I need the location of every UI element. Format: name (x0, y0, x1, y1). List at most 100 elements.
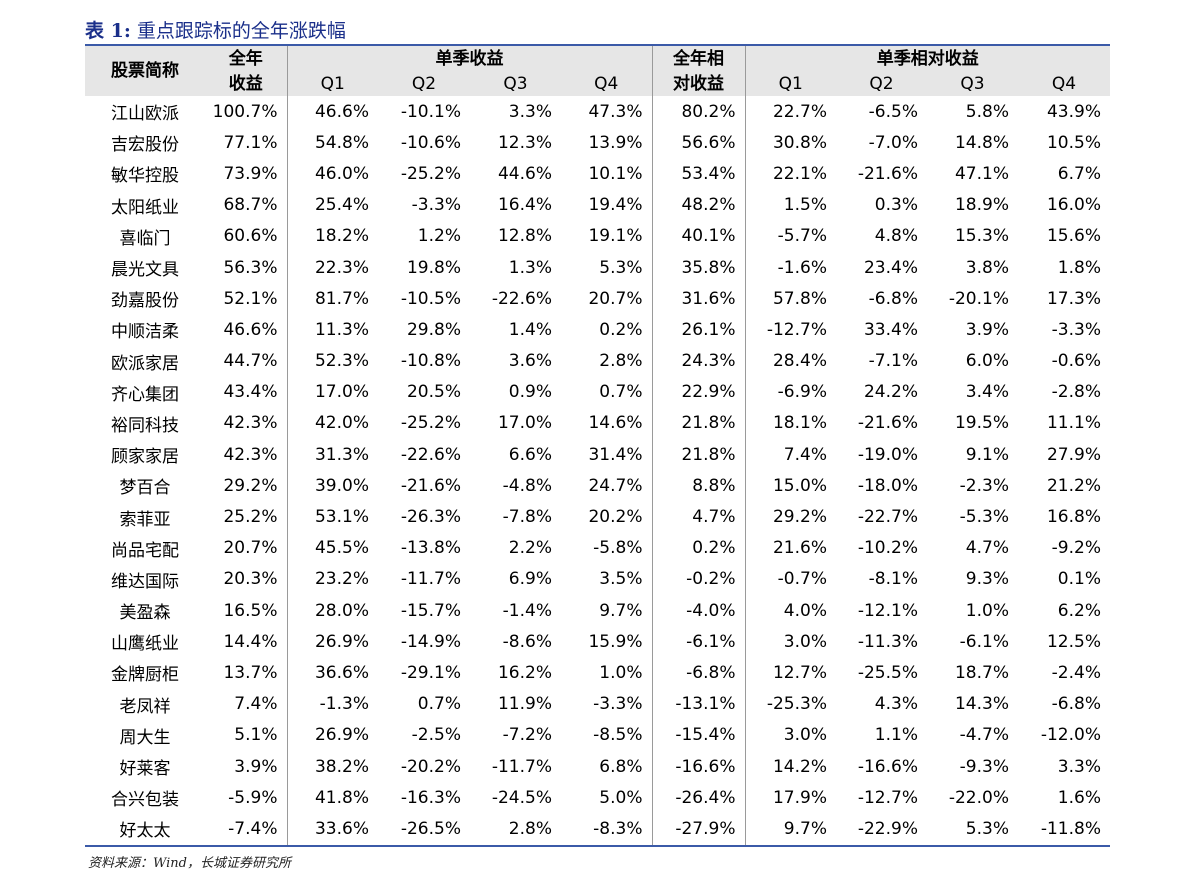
return-cell: 5.1% (205, 719, 288, 751)
return-cell: 53.1% (314, 507, 369, 528)
return-cell: -22.6% (400, 444, 461, 465)
return-cell: 36.6% (314, 662, 369, 683)
return-cell: 29.2% (772, 507, 827, 528)
return-cell: 11.3% (314, 319, 369, 340)
return-cell: 5.0% (561, 782, 653, 814)
return-cell: 42.3% (205, 407, 288, 440)
stock-name: 顾家家居 (111, 447, 179, 468)
header-cell: 收益 (205, 71, 288, 96)
return-cell: 23.2% (314, 569, 369, 590)
return-cell: -22.7% (857, 507, 918, 528)
return-cell: -13.8% (400, 538, 461, 559)
return-cell: -12.7% (857, 787, 918, 808)
return-cell: 8.8% (652, 470, 746, 502)
return-cell: -10.6% (400, 132, 461, 153)
return-cell: 56.6% (652, 127, 746, 159)
return-cell: 2.8% (561, 345, 653, 377)
table-body: 江山欧派 100.7% 46.6% -10.1% 3.3% 47.3% 80.2% 22.7%… (85, 96, 1110, 846)
return-cell: 26.9% (314, 725, 369, 746)
return-cell: -11.7% (491, 756, 552, 777)
data-row: 齐心集团 43.4% 17.0% 20.5% 0.9% 0.7% 22.9% -6.9% 24.… (85, 376, 1110, 408)
return-cell: -26.4% (652, 782, 746, 814)
return-cell: -16.6% (652, 750, 746, 783)
stock-name: 江山欧派 (111, 104, 179, 125)
return-cell: 10.5% (1046, 132, 1101, 153)
return-cell: 24.7% (561, 470, 653, 502)
return-cell: 41.8% (314, 787, 369, 808)
source-note: 资料来源：Wind，长城证券研究所 (88, 856, 291, 871)
return-cell: 6.2% (1057, 600, 1101, 621)
return-cell: 12.8% (497, 226, 552, 247)
return-cell: -6.8% (868, 288, 918, 309)
return-cell: 43.9% (1046, 101, 1101, 122)
return-cell: 15.9% (561, 626, 653, 658)
return-cell: 3.3% (508, 101, 552, 122)
return-cell: -25.2% (400, 163, 461, 184)
stock-name: 裕同科技 (111, 415, 179, 436)
return-cell: 27.9% (1046, 444, 1101, 465)
return-cell: 9.3% (965, 569, 1009, 590)
return-cell: 20.7% (205, 532, 288, 564)
return-cell: 48.2% (652, 189, 746, 221)
header-row: 股票简称 全年 单季收益 全年相 单季相对收益 (85, 45, 1110, 96)
return-cell: 57.8% (772, 288, 827, 309)
header-cell: Q2 (836, 71, 927, 96)
return-cell: -8.6% (502, 631, 552, 652)
return-cell: 1.0% (965, 600, 1009, 621)
return-cell: 9.7% (783, 818, 827, 839)
return-cell: 28.0% (314, 600, 369, 621)
return-cell: 0.1% (1057, 569, 1101, 590)
data-row: 太阳纸业 68.7% 25.4% -3.3% 16.4% 19.4% 48.2% 1.5% 0.… (85, 189, 1110, 221)
return-cell: -8.1% (868, 569, 918, 590)
return-cell: 18.9% (954, 195, 1009, 216)
return-cell: 16.8% (1046, 507, 1101, 528)
return-cell: 33.4% (863, 319, 918, 340)
return-cell: 3.0% (783, 725, 827, 746)
data-row: 老凤祥 7.4% -1.3% 0.7% 11.9% -3.3% -13.1% -25.3% 4.… (85, 688, 1110, 720)
return-cell: -3.3% (561, 688, 653, 720)
return-cell: 81.7% (314, 288, 369, 309)
return-cell: -21.6% (857, 163, 918, 184)
return-cell: 18.1% (772, 413, 827, 434)
return-cell: 39.0% (314, 475, 369, 496)
returns-table: 股票简称 全年 单季收益 全年相 单季相对收益 收益 Q1 Q2 Q3 Q4 对收益 Q1 Q2 Q3 Q4… (85, 44, 1110, 847)
return-cell: -6.8% (1051, 694, 1101, 715)
return-cell: -9.2% (1051, 538, 1101, 559)
return-cell: 40.1% (652, 220, 746, 252)
return-cell: -19.0% (857, 444, 918, 465)
data-row: 敏华控股 73.9% 46.0% -25.2% 44.6% 10.1% 53.4% 22.1%… (85, 158, 1110, 190)
return-cell: -4.0% (652, 595, 746, 627)
return-cell: -7.4% (205, 813, 288, 846)
return-cell: -16.3% (400, 787, 461, 808)
return-cell: -12.1% (857, 600, 918, 621)
stock-name: 维达国际 (111, 571, 179, 592)
return-cell: -10.2% (857, 538, 918, 559)
return-cell: -6.5% (868, 101, 918, 122)
return-cell: 13.9% (561, 127, 653, 159)
return-cell: 0.2% (652, 532, 746, 564)
header-cell: 单季收益 (287, 45, 653, 71)
stock-name: 梦百合 (119, 478, 171, 499)
return-cell: 12.3% (497, 132, 552, 153)
return-cell: 14.3% (954, 694, 1009, 715)
return-cell: -2.8% (1051, 382, 1101, 403)
return-cell: -7.2% (502, 725, 552, 746)
return-cell: 3.6% (508, 351, 552, 372)
return-cell: -11.8% (1040, 818, 1101, 839)
stock-name: 中顺洁柔 (111, 322, 179, 343)
return-cell: 44.7% (205, 345, 288, 377)
return-cell: -21.6% (400, 475, 461, 496)
data-row: 周大生 5.1% 26.9% -2.5% -7.2% -8.5% -15.4% 3.0% 1.1… (85, 719, 1110, 751)
return-cell: 52.1% (205, 283, 288, 315)
return-cell: 17.0% (314, 382, 369, 403)
stock-name: 喜临门 (119, 228, 171, 249)
return-cell: 12.5% (1046, 631, 1101, 652)
return-cell: 42.0% (314, 413, 369, 434)
return-cell: 42.3% (205, 439, 288, 471)
return-cell: 21.6% (772, 538, 827, 559)
return-cell: -6.1% (959, 631, 1009, 652)
return-cell: 5.3% (965, 818, 1009, 839)
return-cell: 20.7% (561, 283, 653, 315)
return-cell: 47.3% (561, 96, 653, 128)
return-cell: 22.3% (314, 257, 369, 278)
